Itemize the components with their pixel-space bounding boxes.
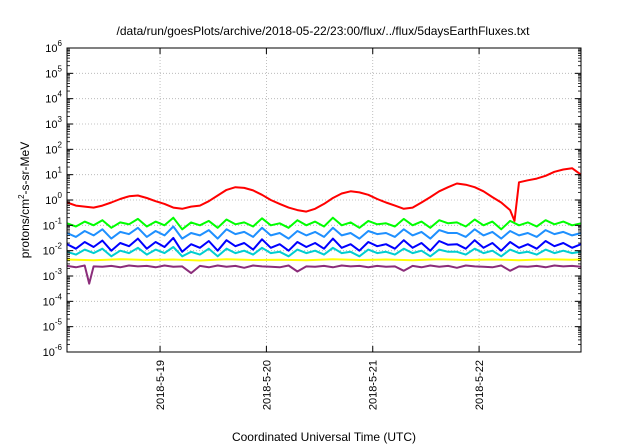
y-tick-label: 10-1 — [43, 216, 63, 232]
y-tick-label: 101 — [45, 166, 62, 182]
y-tick-exponent: -1 — [55, 216, 63, 225]
y-tick-exponent: 2 — [58, 140, 63, 149]
y-tick-label: 104 — [45, 90, 62, 106]
y-tick-base: 10 — [45, 170, 57, 182]
x-tick-label: 2018-5-22 — [474, 360, 486, 410]
y-tick-label: 10-5 — [43, 318, 63, 334]
y-tick-base: 10 — [45, 144, 57, 156]
y-tick-label: 10-4 — [43, 292, 63, 308]
y-tick-exponent: 3 — [58, 115, 63, 124]
y-tick-exponent: 1 — [58, 166, 63, 175]
y-tick-base: 10 — [43, 296, 55, 308]
y-tick-exponent: -6 — [55, 343, 63, 352]
series-line — [66, 225, 582, 240]
y-tick-base: 10 — [45, 43, 57, 55]
y-tick-base: 10 — [43, 246, 55, 258]
y-tick-label: 10-2 — [43, 242, 63, 258]
y-tick-exponent: -4 — [55, 292, 63, 301]
y-tick-base: 10 — [43, 220, 55, 232]
series-line — [66, 264, 582, 285]
y-tick-labels: 10-610-510-410-310-210-11001011021031041… — [43, 39, 63, 359]
y-axis-label-sup: 2 — [17, 194, 26, 199]
axis-ticks — [67, 47, 581, 353]
y-tick-base: 10 — [43, 347, 55, 359]
x-axis-label: Coordinated Universal Time (UTC) — [232, 430, 416, 444]
series-line — [66, 216, 582, 231]
y-tick-label: 105 — [45, 64, 62, 80]
series-line — [66, 236, 582, 253]
x-tick-label: 2018-5-19 — [155, 360, 167, 410]
y-tick-exponent: -5 — [55, 318, 63, 327]
y-tick-base: 10 — [45, 68, 57, 80]
chart-title: /data/run/goesPlots/archive/2018-05-22/2… — [117, 24, 531, 38]
y-tick-base: 10 — [45, 94, 57, 106]
series-line — [66, 167, 582, 222]
y-tick-exponent: 0 — [58, 191, 63, 200]
x-tick-labels: 2018-5-19 2018-5-20 2018-5-21 2018-5-22 — [155, 360, 486, 410]
y-tick-base: 10 — [43, 322, 55, 334]
grid-lines — [67, 48, 581, 352]
y-tick-label: 100 — [45, 191, 62, 207]
y-tick-base: 10 — [45, 119, 57, 131]
y-tick-label: 10-3 — [43, 267, 63, 283]
y-tick-exponent: 4 — [58, 90, 63, 99]
x-tick-label: 2018-5-21 — [368, 360, 380, 410]
x-tick-label: 2018-5-20 — [261, 360, 273, 410]
plot-frame — [66, 47, 582, 353]
y-tick-exponent: 6 — [58, 39, 63, 48]
y-tick-label: 103 — [45, 115, 62, 131]
y-axis-label: protons/cm2-s-sr-MeV — [17, 142, 32, 258]
series-line — [66, 258, 582, 262]
y-tick-label: 106 — [45, 39, 62, 55]
y-axis-label-prefix: protons/cm — [18, 199, 32, 258]
y-tick-exponent: -3 — [55, 267, 63, 276]
y-tick-label: 10-6 — [43, 343, 63, 359]
series-lines — [66, 167, 582, 285]
y-tick-label: 102 — [45, 140, 62, 156]
y-axis-label-suffix: -s-sr-MeV — [18, 142, 32, 195]
y-tick-base: 10 — [43, 271, 55, 283]
series-line — [66, 246, 582, 258]
y-tick-exponent: -2 — [55, 242, 63, 251]
y-tick-base: 10 — [45, 195, 57, 207]
y-tick-exponent: 5 — [58, 64, 63, 73]
